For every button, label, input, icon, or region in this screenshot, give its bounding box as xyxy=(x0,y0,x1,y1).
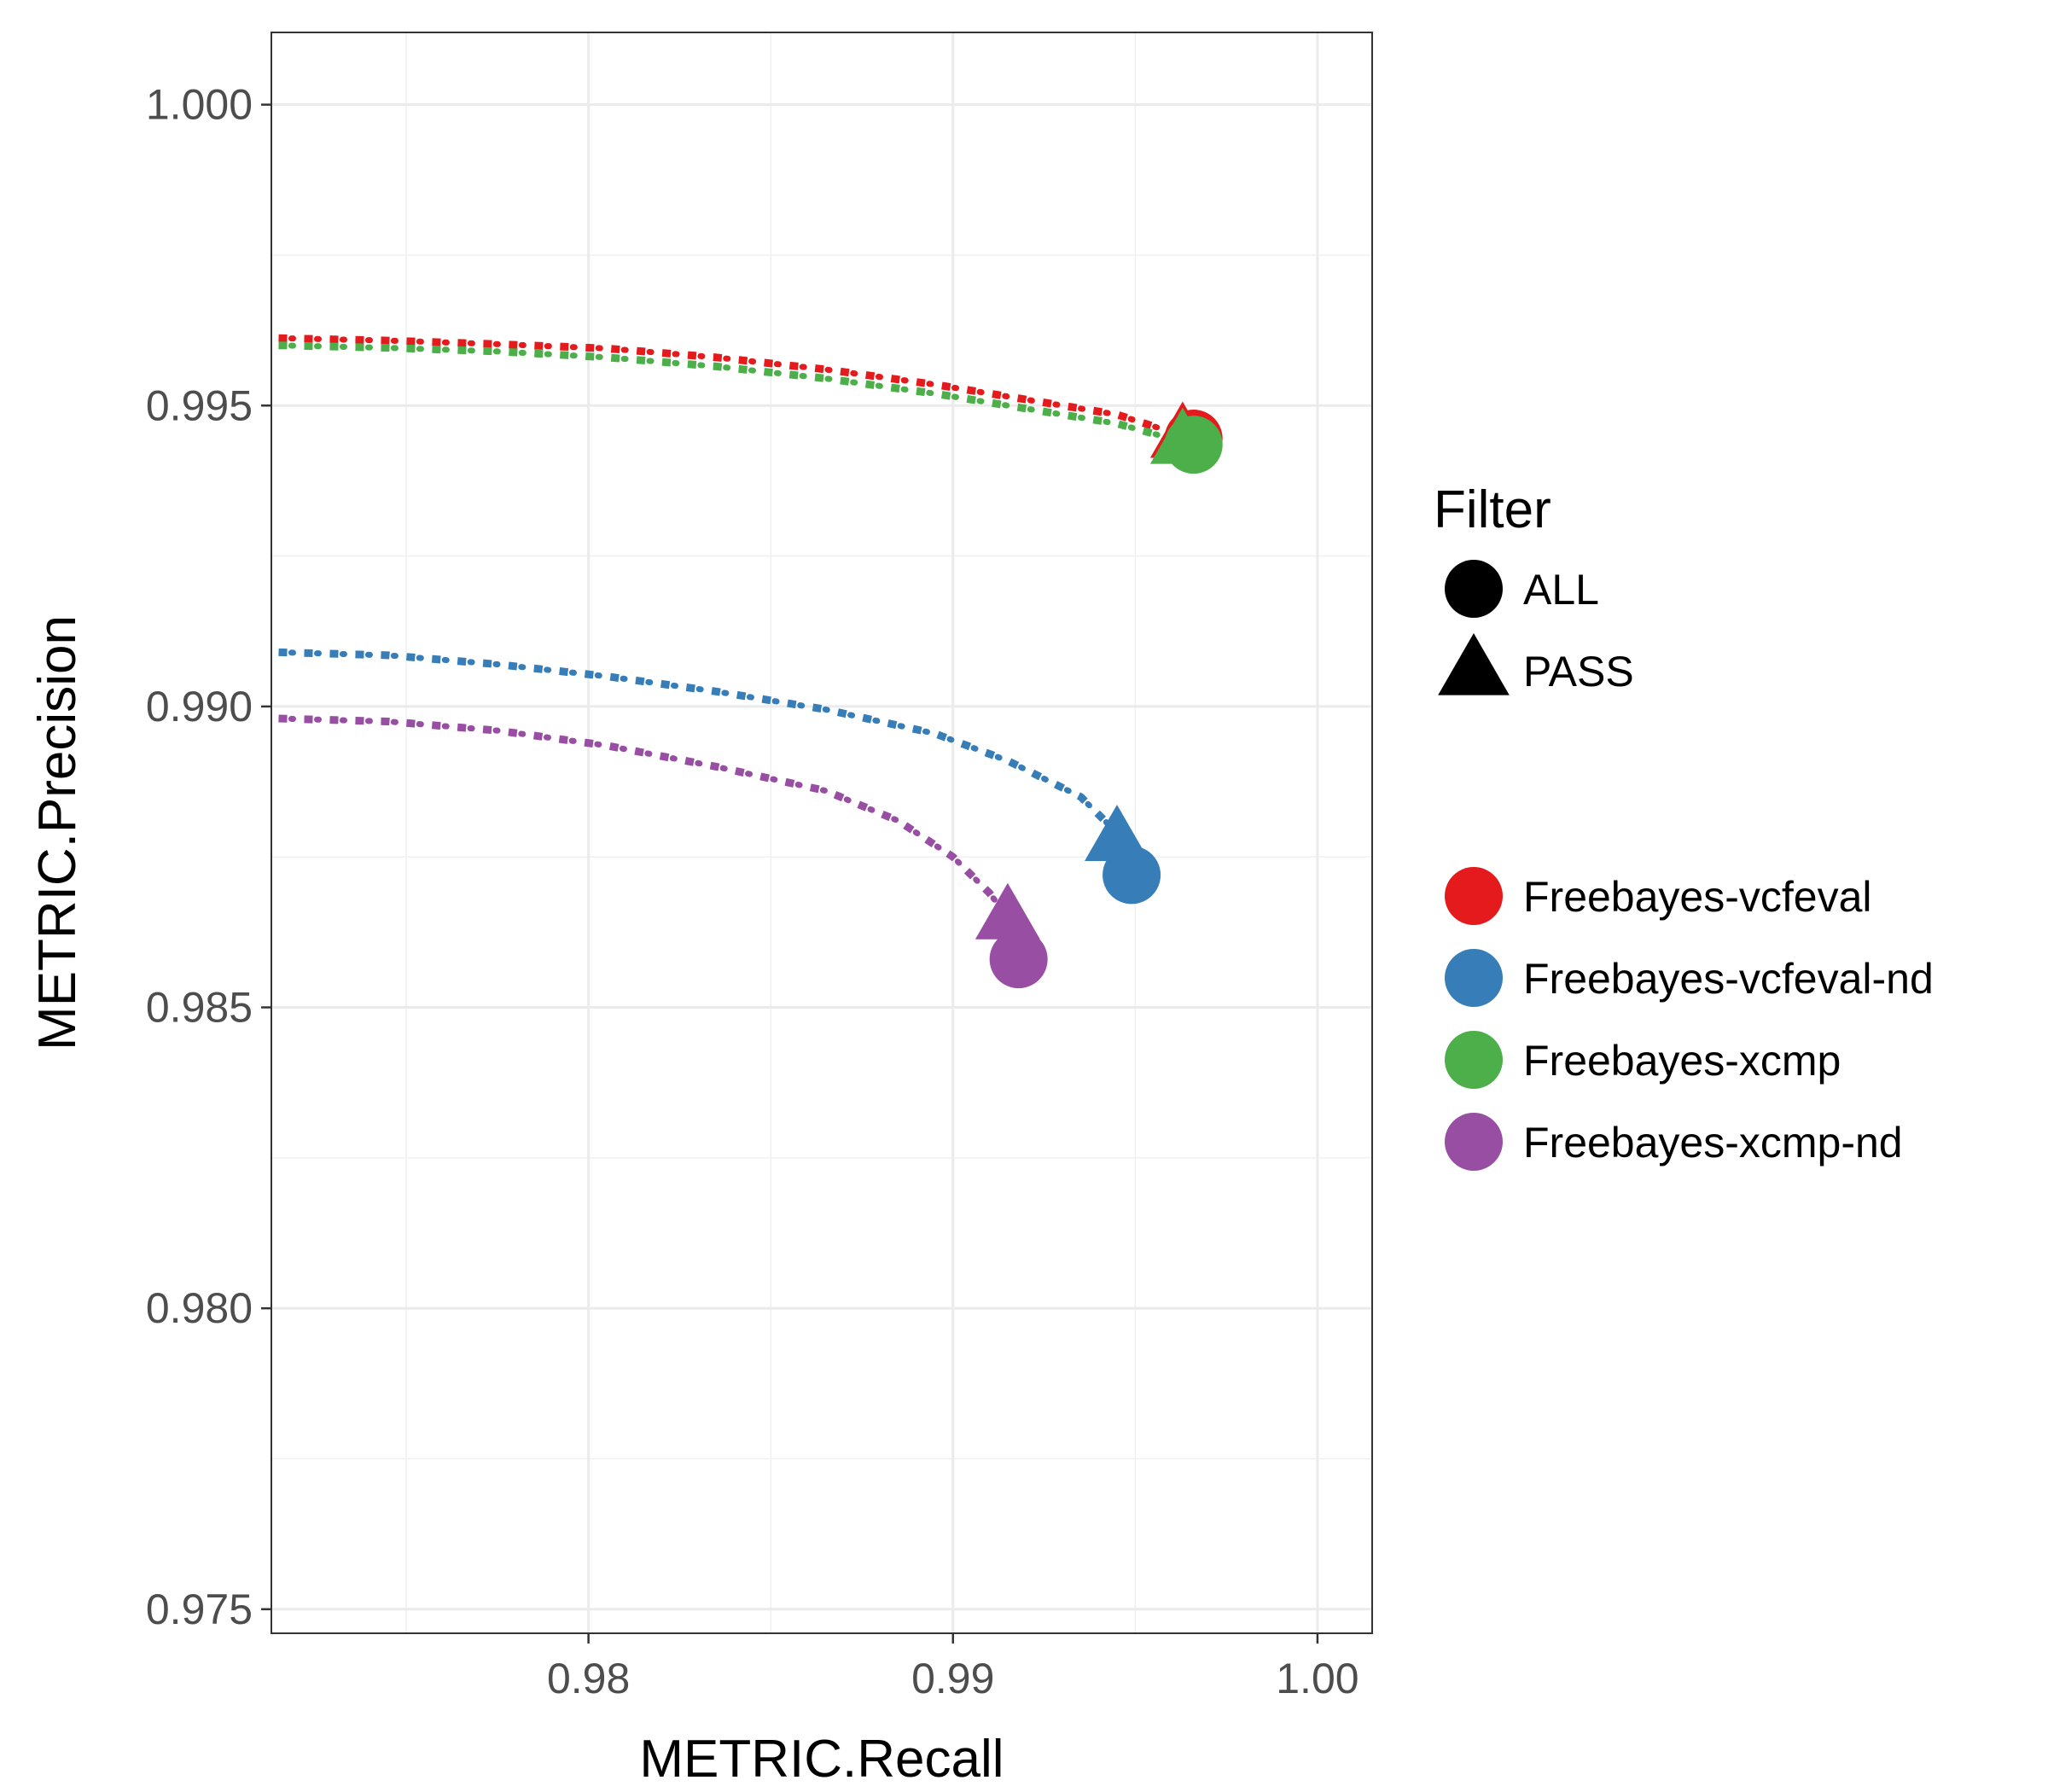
grid-lines xyxy=(271,32,1372,1633)
x-axis-title: METRIC.Recall xyxy=(639,1730,1004,1789)
pass-marker xyxy=(975,882,1040,940)
legend-title: Filter xyxy=(1434,480,1551,539)
series-curve xyxy=(278,714,1011,920)
series-curve xyxy=(278,334,1184,439)
x-tick-label: 1.00 xyxy=(1276,1655,1359,1702)
legend-series-marker xyxy=(1445,1031,1503,1089)
y-tick-label: 0.975 xyxy=(146,1585,253,1633)
legend-label: Freebayes-vcfeval-nd xyxy=(1523,955,1934,1003)
y-axis-title: METRIC.Precision xyxy=(28,615,87,1050)
y-tick-label: 0.990 xyxy=(146,683,253,730)
panel-border xyxy=(271,32,1373,1634)
x-tick-label: 0.98 xyxy=(547,1655,630,1702)
series-curve-dots xyxy=(276,649,1120,836)
legend-label: Freebayes-vcfeval xyxy=(1523,873,1872,921)
y-tick-label: 0.985 xyxy=(146,984,253,1032)
legend-label: Freebayes-xcmp-nd xyxy=(1523,1119,1903,1167)
series-curve-dots xyxy=(276,715,1011,921)
legend-triangle-marker xyxy=(1438,633,1510,695)
legend-series-marker xyxy=(1445,1113,1503,1171)
legend-label: ALL xyxy=(1523,566,1599,614)
pass-marker xyxy=(1149,407,1215,464)
pass-marker xyxy=(1084,805,1149,862)
x-tick-label: 0.99 xyxy=(911,1655,994,1702)
legend-label: Freebayes-xcmp xyxy=(1523,1037,1841,1085)
legend-series-marker xyxy=(1445,949,1503,1007)
axis-ticks: 0.98 0.99 1.00 0.975 0.980 0.985 0.990 0.995 1.0… xyxy=(146,81,1359,1702)
legend-series-marker xyxy=(1445,867,1503,925)
legend: Filter ALL PASS Freebayes-vcfeval Freebayes-… xyxy=(1434,480,1934,1171)
y-tick-label: 0.980 xyxy=(146,1284,253,1332)
series-curve xyxy=(278,341,1184,445)
legend-label: PASS xyxy=(1523,648,1634,695)
series-curve-dots xyxy=(276,342,1186,445)
y-tick-label: 1.000 xyxy=(146,81,253,129)
all-marker xyxy=(989,930,1048,989)
legend-circle-marker xyxy=(1445,560,1503,618)
data-layer xyxy=(276,334,1223,989)
series-curve-dots xyxy=(276,335,1186,439)
y-tick-label: 0.995 xyxy=(146,381,253,429)
